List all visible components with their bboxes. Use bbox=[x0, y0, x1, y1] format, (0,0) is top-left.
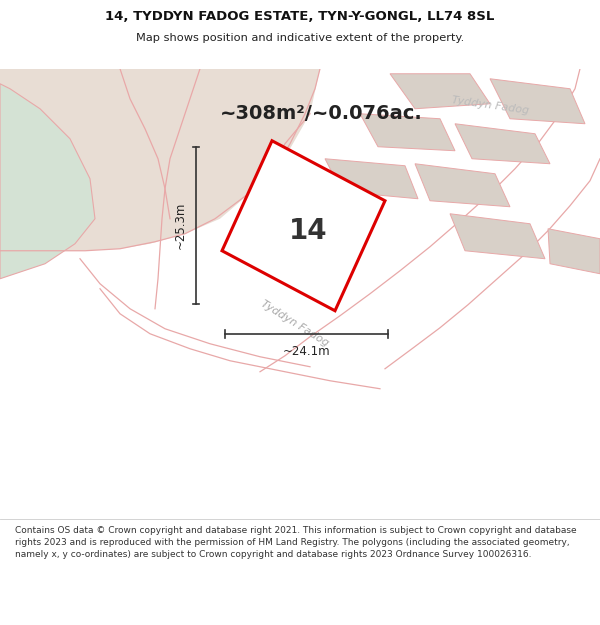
Polygon shape bbox=[455, 124, 550, 164]
Polygon shape bbox=[222, 141, 385, 311]
Polygon shape bbox=[390, 74, 490, 109]
Polygon shape bbox=[0, 69, 320, 251]
Polygon shape bbox=[0, 84, 95, 279]
Text: ~308m²/~0.076ac.: ~308m²/~0.076ac. bbox=[220, 104, 423, 123]
Polygon shape bbox=[415, 164, 510, 207]
Text: Tyddyn Fadog: Tyddyn Fadog bbox=[259, 299, 331, 349]
Polygon shape bbox=[310, 69, 600, 144]
Polygon shape bbox=[450, 214, 545, 259]
Polygon shape bbox=[548, 229, 600, 274]
Polygon shape bbox=[325, 159, 418, 199]
Text: 14, TYDDYN FADOG ESTATE, TYN-Y-GONGL, LL74 8SL: 14, TYDDYN FADOG ESTATE, TYN-Y-GONGL, LL… bbox=[106, 10, 494, 22]
Text: Tyddyn Fadog: Tyddyn Fadog bbox=[451, 96, 529, 116]
Polygon shape bbox=[360, 114, 455, 151]
Text: Contains OS data © Crown copyright and database right 2021. This information is : Contains OS data © Crown copyright and d… bbox=[15, 526, 577, 559]
Text: 14: 14 bbox=[289, 217, 328, 245]
Text: ~25.3m: ~25.3m bbox=[173, 201, 187, 249]
Text: Map shows position and indicative extent of the property.: Map shows position and indicative extent… bbox=[136, 33, 464, 43]
Text: ~24.1m: ~24.1m bbox=[283, 345, 331, 358]
Polygon shape bbox=[490, 79, 585, 124]
Polygon shape bbox=[30, 69, 600, 474]
